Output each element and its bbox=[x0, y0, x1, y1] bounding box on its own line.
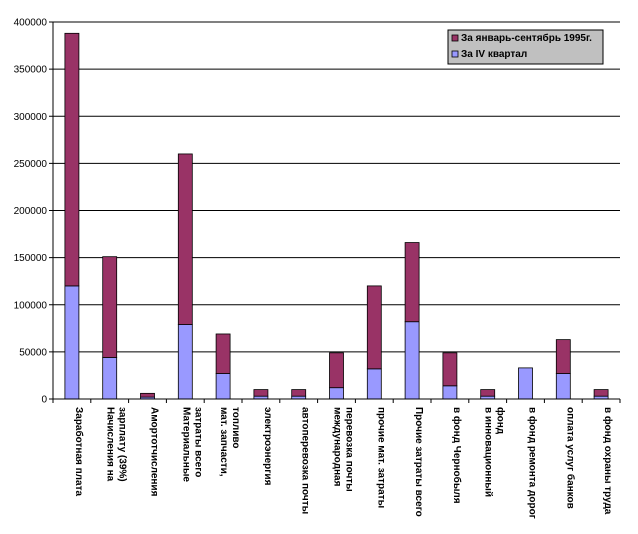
bar-segment-jan-sep bbox=[215, 333, 231, 374]
legend-swatch-q4 bbox=[451, 50, 459, 58]
category-label: в фонд ремонта дорог bbox=[527, 407, 539, 519]
bar-segment-jan-sep bbox=[442, 352, 458, 387]
legend-box bbox=[447, 29, 604, 65]
y-tick-label: 250000 bbox=[14, 159, 48, 170]
category-label: прочие мат. затраты bbox=[375, 407, 386, 508]
bar-segment-q4 bbox=[329, 387, 344, 400]
bar-segment-jan-sep bbox=[404, 242, 420, 323]
bars bbox=[64, 32, 609, 400]
y-tick-label: 0 bbox=[41, 395, 47, 406]
category-label: оплата услуг банков bbox=[564, 407, 576, 509]
category-label: перевозка почты bbox=[344, 407, 355, 492]
category-label: международная bbox=[332, 407, 343, 487]
bar-segment-jan-sep bbox=[593, 389, 609, 397]
category-label: электроэнергия bbox=[262, 407, 273, 486]
gridlines bbox=[49, 21, 620, 400]
bar-segment-jan-sep bbox=[329, 352, 344, 389]
legend-label-q4: За IV квартал bbox=[461, 49, 527, 60]
bar-segment-q4 bbox=[366, 368, 382, 400]
category-label: в фонд Чернобыля bbox=[451, 407, 463, 504]
category-label: Начисления на bbox=[105, 407, 116, 482]
bar-segment-jan-sep bbox=[366, 285, 382, 370]
legend-swatch-jan-sep bbox=[451, 34, 459, 42]
y-tick-label: 100000 bbox=[14, 300, 48, 311]
category-labels: Заработная плата Начисления на зарплату (3… bbox=[73, 407, 614, 519]
bar-segment-q4 bbox=[442, 385, 458, 400]
legend: За январь-сентябрь 1995г. За IV квартал bbox=[447, 29, 604, 65]
y-tick-label: 300000 bbox=[14, 112, 48, 123]
bar-segment-q4 bbox=[102, 357, 118, 400]
x-axis-ticks bbox=[52, 399, 621, 403]
category-label: Заработная плата bbox=[73, 407, 85, 496]
bar-segment-q4 bbox=[555, 373, 571, 400]
bar-segment-q4 bbox=[404, 321, 420, 400]
bar-segment-jan-sep bbox=[555, 339, 571, 374]
category-label: Прочие затраты всего bbox=[413, 407, 424, 517]
y-tick-label: 50000 bbox=[19, 347, 47, 358]
bar-segment-jan-sep bbox=[291, 389, 307, 397]
bar-segment-jan-sep bbox=[140, 392, 155, 398]
y-tick-label: 200000 bbox=[14, 206, 48, 217]
category-label: Амортотчисления bbox=[149, 407, 160, 497]
category-label: в инновационный bbox=[483, 407, 494, 497]
category-label: затраты всего bbox=[192, 407, 203, 477]
y-axis-tick-labels: 0 50000 100000 150000 200000 250000 300000 3500… bbox=[14, 18, 48, 406]
y-tick-label: 400000 bbox=[14, 18, 48, 29]
category-label: топливо bbox=[230, 407, 241, 449]
category-label: фонд bbox=[495, 407, 507, 435]
category-label: в фонд охраны труда bbox=[602, 407, 614, 515]
category-label: мат. запчасти, bbox=[218, 407, 229, 477]
bar-segment-jan-sep bbox=[64, 32, 80, 287]
bar-segment-q4 bbox=[64, 285, 80, 400]
bar-segment-q4 bbox=[215, 373, 231, 400]
category-label: Материальные bbox=[180, 407, 191, 482]
bar-segment-jan-sep bbox=[253, 389, 269, 397]
bar-segment-q4 bbox=[518, 367, 533, 400]
legend-label-jan-sep: За январь-сентябрь 1995г. bbox=[461, 32, 592, 44]
y-tick-label: 350000 bbox=[14, 65, 48, 76]
bar-segment-jan-sep bbox=[102, 256, 118, 358]
y-tick-label: 150000 bbox=[14, 253, 48, 264]
category-label: зарплату (39%) bbox=[117, 407, 128, 482]
bar-segment-jan-sep bbox=[177, 153, 193, 325]
bar-segment-q4 bbox=[177, 324, 193, 400]
category-label: автоперевозка почты bbox=[300, 407, 311, 514]
bar-segment-jan-sep bbox=[480, 389, 496, 397]
